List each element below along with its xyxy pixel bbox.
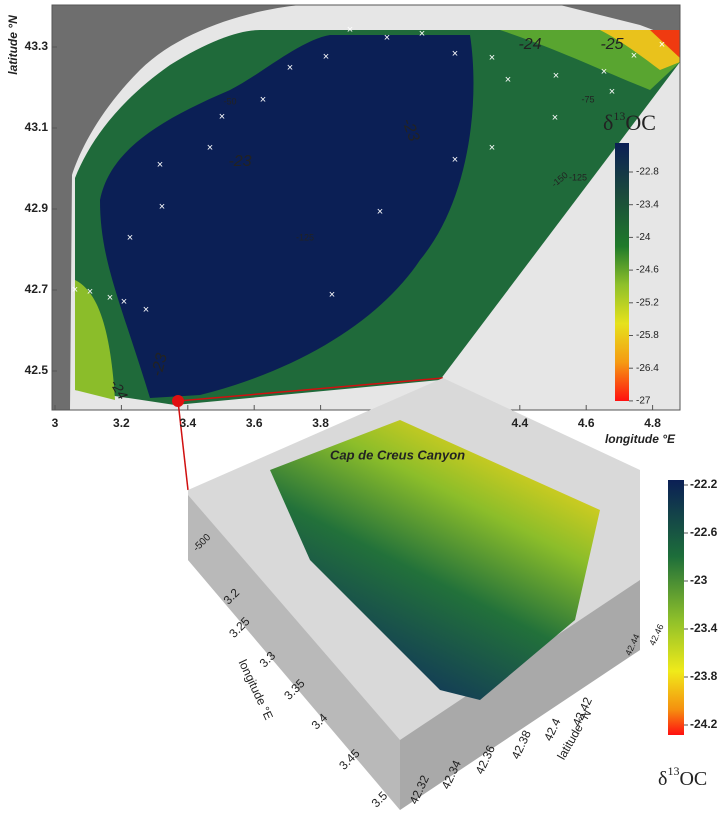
title-text: OC <box>679 768 707 790</box>
y-tick-label: 43.3 <box>25 39 49 53</box>
colorbar-tick-label: -27 <box>636 396 651 407</box>
x-tick-label: 3.8 <box>312 416 329 430</box>
station: × <box>552 112 558 124</box>
station: × <box>157 159 163 171</box>
contour-label: -25 <box>600 36 623 53</box>
station: × <box>72 284 78 296</box>
colorbar-tick-label: -25.8 <box>636 330 659 341</box>
colorbar-tick-label: -23.4 <box>690 621 718 635</box>
colorbar-tick-label: -23 <box>690 573 708 587</box>
x-tick-label: 4.6 <box>578 416 595 430</box>
symbol: δ <box>603 110 613 135</box>
title-text: OC <box>625 110 656 135</box>
station: × <box>347 24 353 36</box>
connector <box>178 401 188 490</box>
station: × <box>489 52 495 64</box>
y-tick-label: 43.1 <box>25 120 49 134</box>
station: × <box>143 304 149 316</box>
contour-label: -23 <box>228 153 251 170</box>
superscript: 13 <box>613 109 625 123</box>
y-tick-label: 42.5 <box>25 363 49 377</box>
depth-contour-label: -125 <box>569 172 587 182</box>
latitude-tick-label: 42.4 <box>541 716 564 743</box>
station: × <box>452 154 458 166</box>
depth-contour-label: -50 <box>223 96 236 106</box>
station: × <box>631 50 637 62</box>
symbol: δ <box>658 768 667 790</box>
station: × <box>121 296 127 308</box>
station: × <box>377 206 383 218</box>
block-title: Cap de Creus Canyon <box>330 447 465 462</box>
station: × <box>107 292 113 304</box>
colorbar-tick-label: -26.4 <box>636 363 659 374</box>
superscript: 13 <box>667 764 679 778</box>
y-tick-label: 42.7 <box>25 282 49 296</box>
colorbar <box>668 480 684 735</box>
station: × <box>87 286 93 298</box>
colorbar-tick-label: -22.6 <box>690 525 718 539</box>
colorbar-tick-label: -23.4 <box>636 199 659 210</box>
top-map: longitude °E latitude °N δ13OC <box>6 5 680 446</box>
station: × <box>609 86 615 98</box>
figure: longitude °E latitude °N δ13OC Cap de Cr… <box>0 0 718 825</box>
station: × <box>219 111 225 123</box>
colorbar-tick-label: -24 <box>636 232 651 243</box>
station: × <box>384 32 390 44</box>
colorbar <box>615 143 629 401</box>
colorbar-title: δ13OC <box>658 764 707 790</box>
station: × <box>452 48 458 60</box>
station: × <box>207 142 213 154</box>
depth-contour-label: -75 <box>581 94 594 104</box>
station: × <box>127 232 133 244</box>
latitude-tick-label: 42.46 <box>647 622 666 647</box>
x-tick-label: 4.8 <box>644 416 661 430</box>
station: × <box>159 201 165 213</box>
station: × <box>505 74 511 86</box>
site-marker <box>172 395 184 407</box>
station: × <box>659 39 665 51</box>
x-tick-label: 4.4 <box>511 416 528 430</box>
colorbar-tick-label: -24.6 <box>636 265 659 276</box>
x-tick-label: 3 <box>52 416 59 430</box>
x-axis-label: longitude °E <box>605 432 676 446</box>
colorbar-title: δ13OC <box>603 109 656 135</box>
y-tick-label: 42.9 <box>25 201 49 215</box>
station: × <box>601 66 607 78</box>
contour-label: -24 <box>518 36 541 53</box>
colorbar-tick-label: -22.8 <box>636 167 659 178</box>
x-tick-label: 3.4 <box>179 416 196 430</box>
depth-contour-label: -125 <box>296 232 314 242</box>
station: × <box>323 51 329 63</box>
station: × <box>553 70 559 82</box>
y-axis-label: latitude °N <box>6 15 20 75</box>
latitude-tick-label: 42.42 <box>570 695 596 728</box>
station: × <box>287 62 293 74</box>
colorbar-tick-label: -24.2 <box>690 717 718 731</box>
station: × <box>329 289 335 301</box>
longitude-label: longitude °E <box>236 657 276 722</box>
station: × <box>260 94 266 106</box>
colorbar-tick-label: -22.2 <box>690 477 718 491</box>
colorbar-tick-label: -25.2 <box>636 297 659 308</box>
colorbar-tick-label: -23.8 <box>690 669 718 683</box>
x-tick-label: 3.2 <box>113 416 130 430</box>
station: × <box>419 28 425 40</box>
x-tick-label: 3.6 <box>246 416 263 430</box>
station: × <box>489 142 495 154</box>
